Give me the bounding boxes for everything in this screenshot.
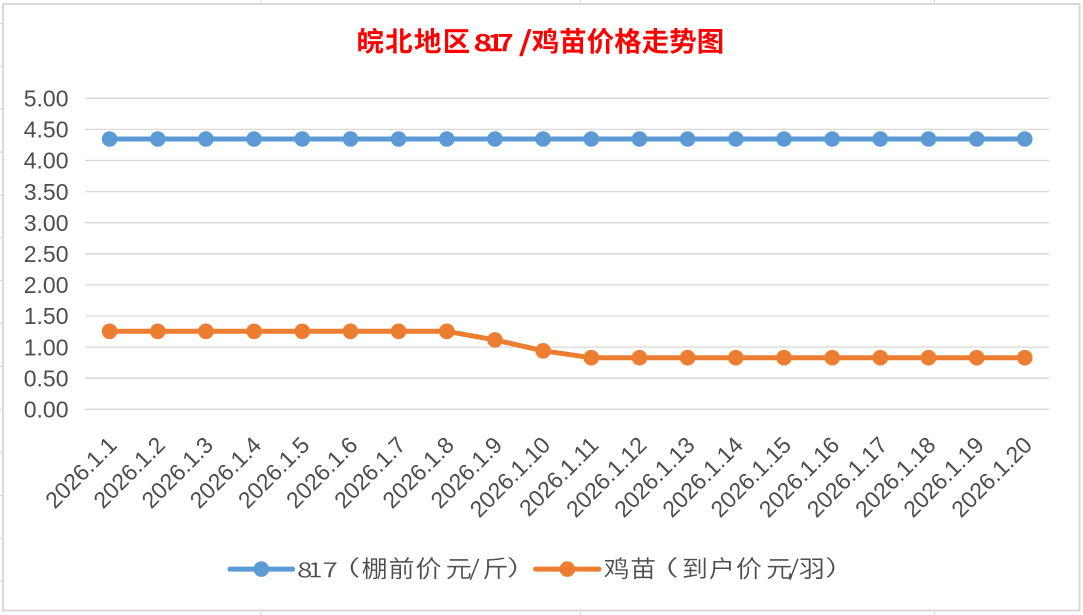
svg-text:4.50: 4.50 [24, 117, 69, 143]
svg-text:1.50: 1.50 [24, 303, 69, 329]
svg-text:1.00: 1.00 [24, 334, 69, 360]
svg-text:3.50: 3.50 [24, 179, 69, 205]
svg-text:5.00: 5.00 [24, 86, 69, 112]
svg-text:4.00: 4.00 [24, 148, 69, 174]
svg-text:2.50: 2.50 [24, 241, 69, 267]
svg-text:0.00: 0.00 [24, 397, 69, 423]
svg-text:3.00: 3.00 [24, 210, 69, 236]
svg-text:0.50: 0.50 [24, 365, 69, 391]
svg-text:2.00: 2.00 [24, 272, 69, 298]
